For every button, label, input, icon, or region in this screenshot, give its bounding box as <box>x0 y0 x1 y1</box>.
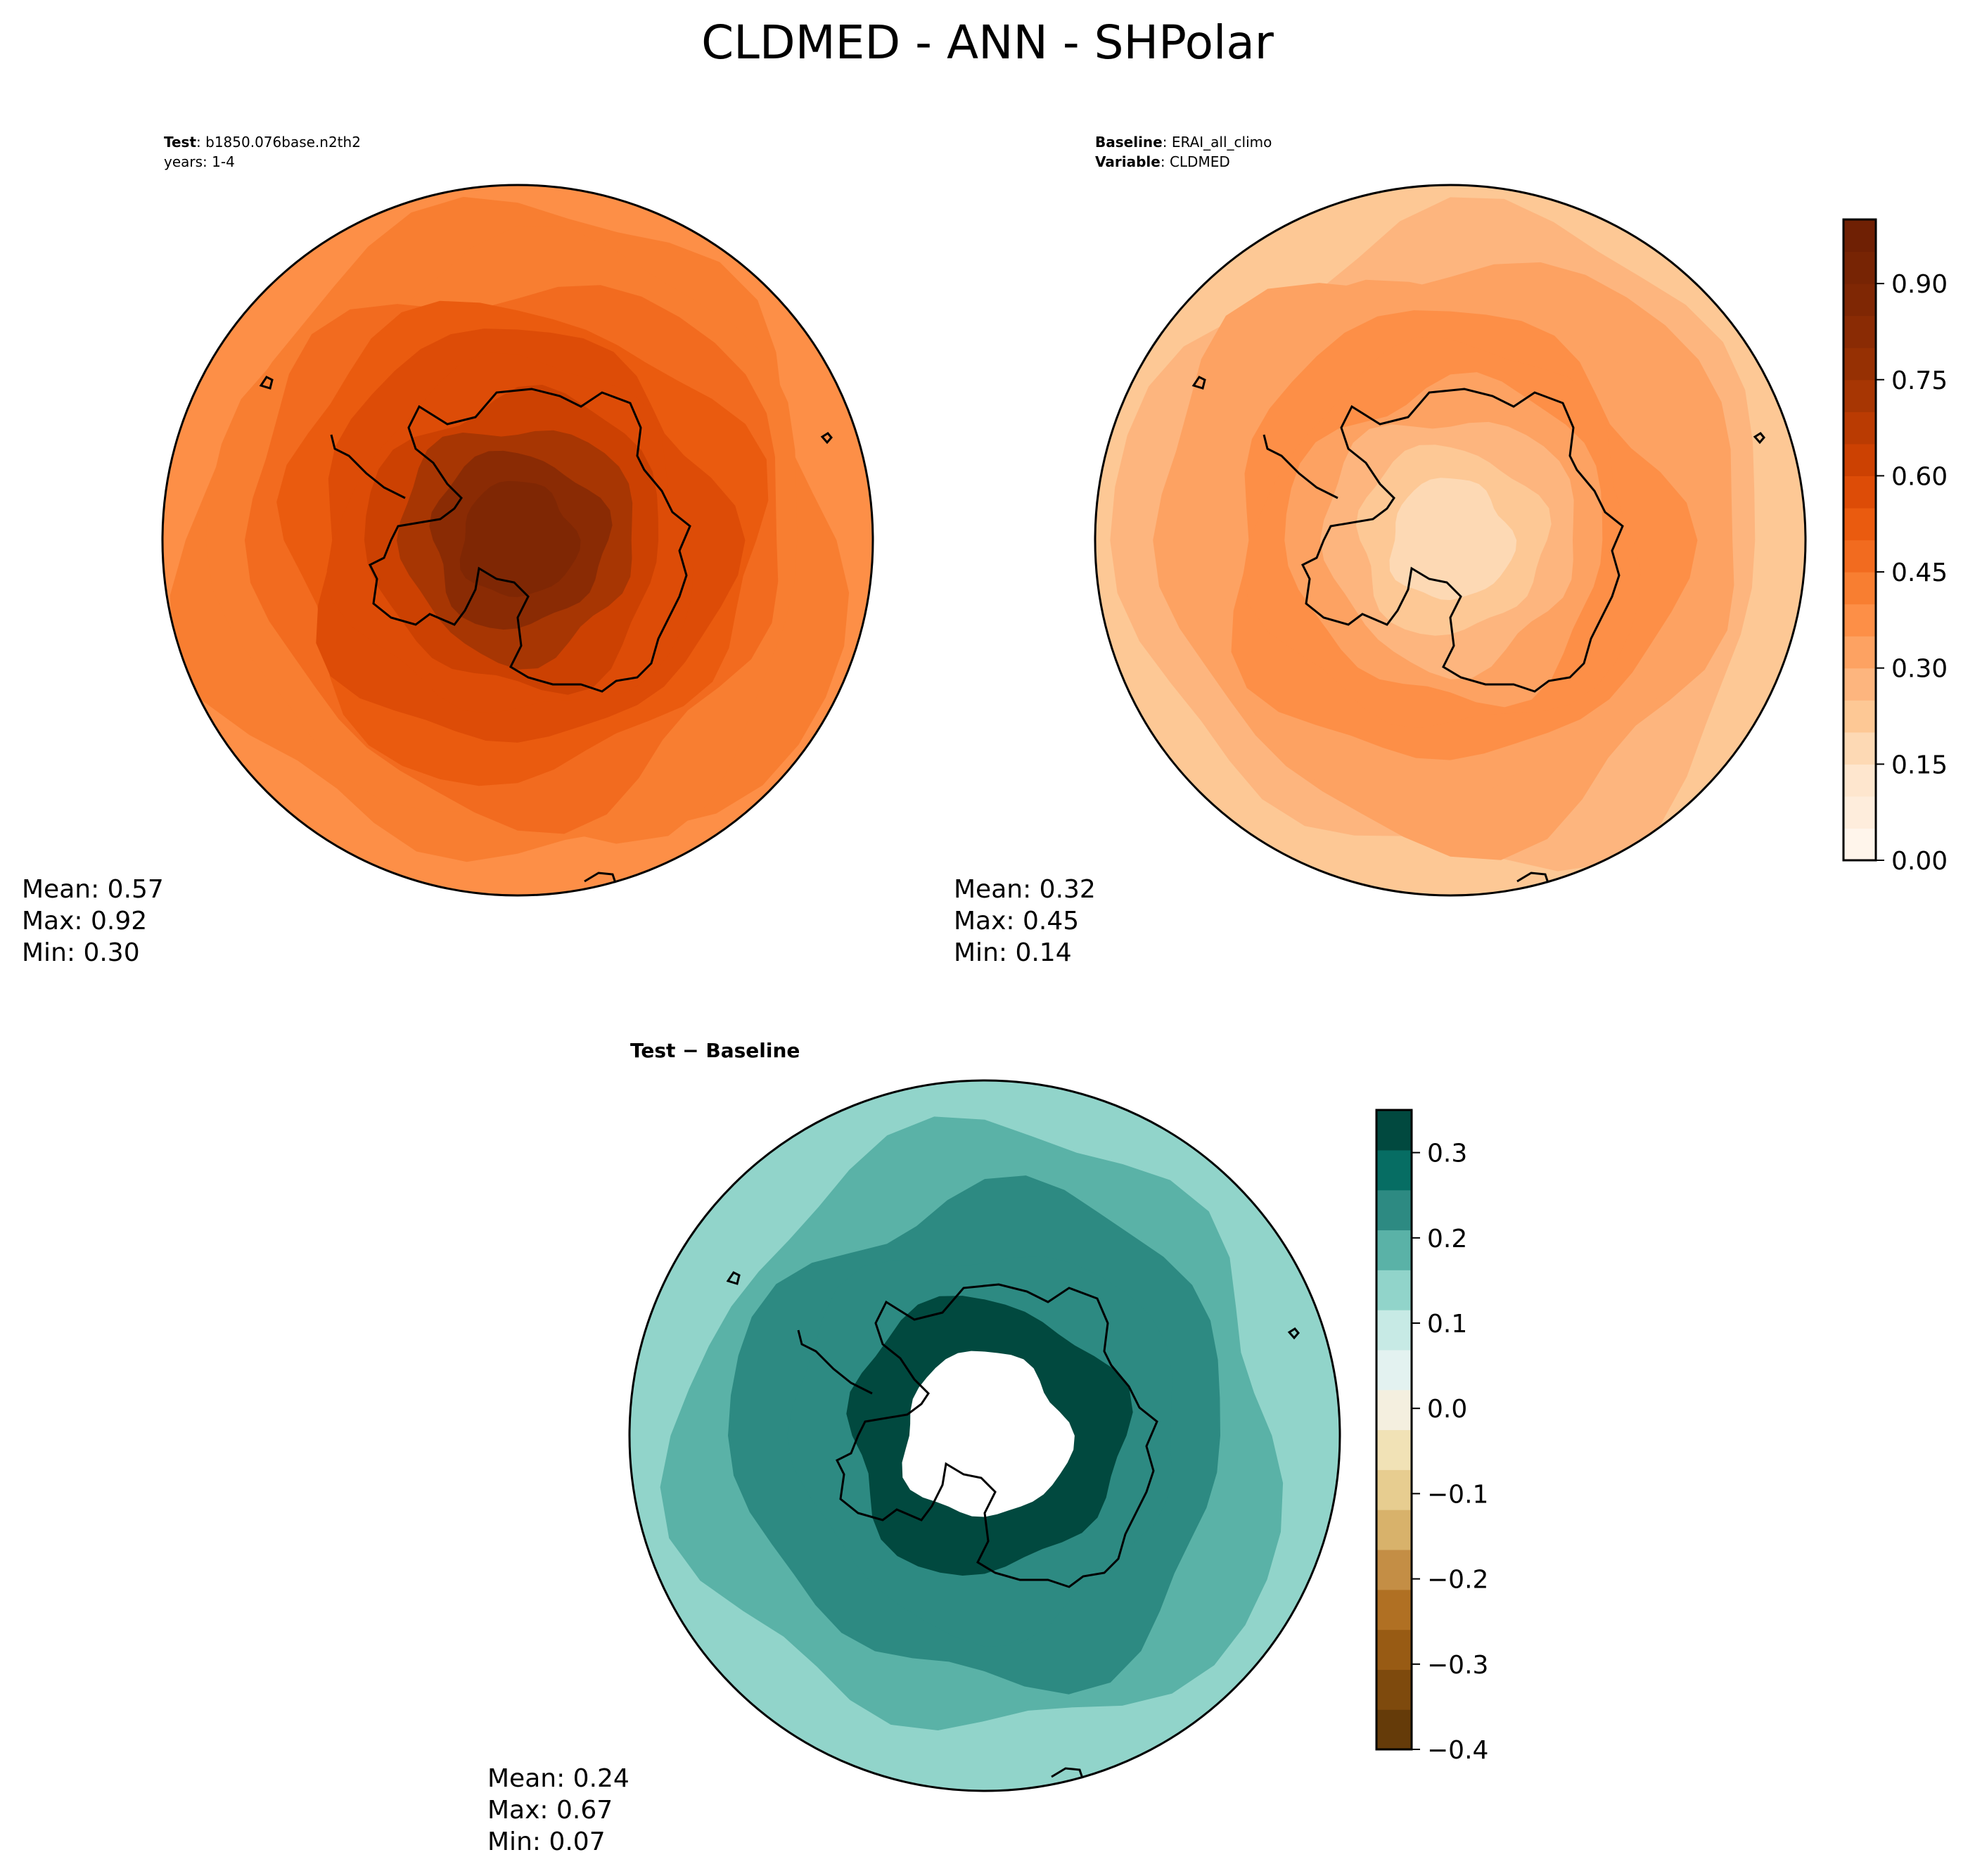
test-min: Min: 0.30 <box>22 938 140 967</box>
test-map-border <box>161 184 874 897</box>
test-mean: Mean: 0.57 <box>22 875 164 904</box>
difference-colorbar-segment <box>1376 1549 1412 1590</box>
difference-colorbar-segment <box>1376 1429 1412 1470</box>
difference-colorbar-segment <box>1376 1709 1412 1750</box>
difference-colorbar-tick-label: 0.1 <box>1427 1310 1467 1339</box>
baseline-colorbar-tick-label: 0.15 <box>1891 751 1948 779</box>
test-coastlines <box>259 376 833 883</box>
baseline-stats: Mean: 0.32 Max: 0.45 Min: 0.14 <box>954 874 1096 969</box>
baseline-colorbar-tick-label: 0.30 <box>1891 655 1948 684</box>
difference-colorbar-segment <box>1376 1589 1412 1631</box>
test-panel-label: Test: b1850.076base.n2th2 years: 1-4 <box>164 134 361 170</box>
difference-colorbar-tick-label: −0.2 <box>1427 1566 1488 1595</box>
baseline-min: Min: 0.14 <box>954 938 1072 967</box>
difference-panel-title: Test − Baseline <box>630 1039 800 1062</box>
difference-colorbar-segment <box>1376 1349 1412 1391</box>
baseline-colorbar-segment <box>1843 636 1876 669</box>
baseline-colorbar-segment <box>1843 732 1876 765</box>
baseline-panel-label: Baseline: ERAI_all_climo Variable: CLDME… <box>1095 134 1272 170</box>
difference-colorbar-segment <box>1376 1629 1412 1670</box>
difference-colorbar-segment <box>1376 1149 1412 1191</box>
baseline-colorbar: 0.00 0.15 0.30 0.45 0.60 0.75 0.90 <box>1842 218 1948 876</box>
baseline-colorbar-segment <box>1843 507 1876 541</box>
difference-colorbar-tick-label: 0.2 <box>1427 1225 1467 1253</box>
baseline-map-border <box>1094 184 1807 897</box>
baseline-colorbar-segment <box>1843 668 1876 701</box>
baseline-max: Max: 0.45 <box>954 907 1080 936</box>
difference-colorbar-segment <box>1376 1189 1412 1231</box>
baseline-colorbar-tick-label: 0.75 <box>1891 366 1948 395</box>
baseline-colorbar-segment <box>1843 379 1876 412</box>
difference-colorbar-tick-label: −0.1 <box>1427 1480 1488 1509</box>
baseline-colorbar-segment <box>1843 251 1876 284</box>
difference-colorbar-segment <box>1376 1310 1412 1351</box>
difference-mean: Mean: 0.24 <box>487 1764 629 1793</box>
baseline-mean: Mean: 0.32 <box>954 875 1096 904</box>
baseline-label-bold: Baseline <box>1095 134 1163 151</box>
figure-title: CLDMED - ANN - SHPolar <box>701 15 1274 70</box>
baseline-colorbar-segment <box>1843 572 1876 605</box>
difference-colorbar-segment <box>1376 1270 1412 1310</box>
test-label-bold: Test <box>164 134 197 151</box>
difference-colorbar-segment <box>1376 1669 1412 1710</box>
baseline-colorbar-segment <box>1843 764 1876 797</box>
test-stats: Mean: 0.57 Max: 0.92 Min: 0.30 <box>22 874 164 969</box>
baseline-contour-band <box>1389 478 1517 601</box>
difference-map-border <box>628 1079 1341 1792</box>
difference-colorbar-segment <box>1376 1510 1412 1550</box>
test-years: years: 1-4 <box>164 153 235 170</box>
baseline-colorbar-segment <box>1843 347 1876 381</box>
test-contour-band <box>459 480 581 597</box>
baseline-colorbar-tick-label: 0.00 <box>1891 847 1948 876</box>
baseline-colorbar-segment <box>1843 796 1876 829</box>
variable-label-value: CLDMED <box>1169 153 1230 170</box>
difference-colorbar-segment <box>1376 1469 1412 1510</box>
baseline-colorbar-tick-label: 0.90 <box>1891 270 1948 299</box>
baseline-colorbar-segment <box>1843 700 1876 733</box>
difference-colorbar-segment <box>1376 1110 1412 1151</box>
baseline-colorbar-segment <box>1843 283 1876 317</box>
difference-colorbar-tick-label: −0.4 <box>1427 1736 1488 1765</box>
difference-colorbar-tick-label: −0.3 <box>1427 1651 1488 1680</box>
difference-max: Max: 0.67 <box>487 1796 613 1825</box>
test-max: Max: 0.92 <box>22 907 148 936</box>
difference-title-baseline: Baseline <box>705 1039 800 1062</box>
difference-polar-map <box>628 1079 1341 1792</box>
baseline-colorbar-tick-label: 0.60 <box>1891 462 1948 491</box>
baseline-colorbar-segment <box>1843 219 1876 253</box>
difference-colorbar-tick-label: 0.3 <box>1427 1140 1467 1168</box>
baseline-colorbar-segment <box>1843 604 1876 637</box>
difference-min: Min: 0.07 <box>487 1827 606 1856</box>
variable-label-bold: Variable <box>1095 153 1161 170</box>
baseline-polar-map <box>1094 184 1807 897</box>
baseline-colorbar-segment <box>1843 476 1876 509</box>
baseline-colorbar-tick-label: 0.45 <box>1891 559 1948 587</box>
difference-title-test: Test <box>630 1039 676 1062</box>
test-polar-map <box>161 184 874 897</box>
difference-stats: Mean: 0.24 Max: 0.67 Min: 0.07 <box>487 1763 629 1858</box>
difference-coastlines <box>726 1271 1300 1779</box>
difference-colorbar: −0.4 −0.3 −0.2 −0.1 0.0 0.1 0.2 0.3 <box>1375 1109 1488 1765</box>
baseline-colorbar-segment <box>1843 443 1876 476</box>
baseline-label-value: ERAI_all_climo <box>1171 134 1272 151</box>
baseline-coastlines <box>1191 376 1765 883</box>
baseline-colorbar-frame <box>1842 218 1877 862</box>
difference-contour-band <box>902 1351 1075 1517</box>
difference-colorbar-segment <box>1376 1230 1412 1270</box>
difference-colorbar-frame <box>1375 1109 1413 1751</box>
baseline-colorbar-segment <box>1843 315 1876 348</box>
baseline-colorbar-segment <box>1843 828 1876 861</box>
test-label-value: b1850.076base.n2th2 <box>205 134 361 151</box>
baseline-colorbar-segment <box>1843 411 1876 445</box>
baseline-colorbar-segment <box>1843 540 1876 573</box>
difference-colorbar-segment <box>1376 1389 1412 1431</box>
difference-colorbar-tick-label: 0.0 <box>1427 1395 1467 1424</box>
